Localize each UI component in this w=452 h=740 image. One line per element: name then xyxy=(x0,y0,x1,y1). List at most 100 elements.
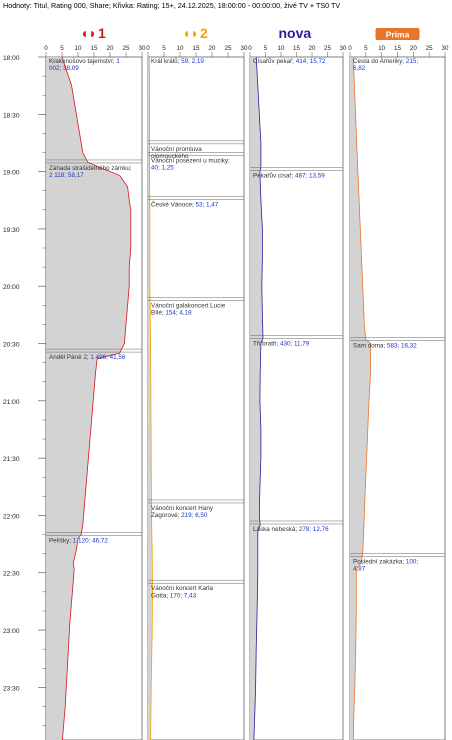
rating-area xyxy=(250,57,263,740)
program-label-line: Pekařův císař; 487; 13,59 xyxy=(253,172,325,180)
x-tick-label: 30 xyxy=(139,45,146,52)
program-values: 215; xyxy=(404,58,418,65)
program-values: 278; xyxy=(297,526,311,533)
program-values: 487; xyxy=(293,173,307,180)
program-values: 59; xyxy=(179,58,190,65)
program-title: Vánoční xyxy=(151,302,174,309)
program-label-line: 4,87 xyxy=(353,566,366,573)
x-tick-label: 5 xyxy=(364,45,368,52)
program-label: Záhada strašidelného zámku;2 118; 58,17 xyxy=(49,165,132,179)
program-label-line: Krakonošovo tajemství; 1 xyxy=(49,58,120,65)
program-title: Hany xyxy=(197,505,214,512)
program-values: 4,87 xyxy=(353,566,366,573)
program-label: Poslední zakázka; 100;4,87 xyxy=(353,558,418,572)
logo-box xyxy=(375,28,420,40)
rating-curve xyxy=(148,56,153,740)
panel-nova xyxy=(249,56,344,740)
program-label-line: Císařův pekař; 414; 15,72 xyxy=(253,57,326,65)
program-values: 1 xyxy=(89,354,95,361)
rating-curve xyxy=(352,56,371,740)
logo-number: 2 xyxy=(200,25,208,41)
program-title: Král xyxy=(151,58,162,65)
program-values: 430; xyxy=(278,341,292,348)
time-label: 20:00 xyxy=(3,284,20,291)
program-label-line: České Vánoce; 53; 1,47 xyxy=(151,199,219,208)
program-title: doma; xyxy=(366,343,386,350)
program-title: zámku; xyxy=(110,165,132,172)
program-label-line: 002; 38,09 xyxy=(49,65,79,72)
program-title: bratři; xyxy=(260,341,278,348)
chart-header: Hodnoty: Titul, Rating 000, Share; Křivk… xyxy=(3,1,340,10)
program-label-line: Zagorové; 219; 6,50 xyxy=(151,512,208,519)
x-tick-label: 20 xyxy=(410,45,417,52)
x-tick-label: 0 xyxy=(348,45,352,52)
program-title: Vánoční xyxy=(151,585,174,592)
program-values: 1 xyxy=(71,537,77,544)
x-tick-label: 5 xyxy=(264,45,268,52)
x-tick-label: 0 xyxy=(248,45,252,52)
x-tick-label: 10 xyxy=(278,45,285,52)
program-values: 2 xyxy=(49,172,53,179)
program-label-line: Vánoční koncert Hany xyxy=(151,505,214,512)
program-label-line: 40; 1,25 xyxy=(151,165,174,172)
program-title: Bílé; xyxy=(151,310,164,317)
program-values: 583; xyxy=(385,343,399,350)
logo-mark: ◖◗ xyxy=(182,25,199,41)
time-label: 19:00 xyxy=(3,170,20,177)
program-label-line: Pelíšky; 1 120; 46,72 xyxy=(49,537,108,544)
program-title: pekař; xyxy=(275,58,295,65)
label-layer: 18:00 18:30 19:00 19:30 20:00 20:30 21:00 21:30… xyxy=(3,25,449,692)
program-label: Tři bratři; 430; 11,79 xyxy=(253,341,310,348)
program-values: 120; xyxy=(76,537,90,544)
program-label-line: Vánoční koncert Karla xyxy=(151,585,213,592)
program-values: 219; xyxy=(179,512,193,519)
program-values: 12,76 xyxy=(311,526,329,533)
program-values: 414; xyxy=(294,58,308,65)
program-label-line: Láska nebeská; 278; 12,76 xyxy=(253,526,329,533)
panel-čt2 xyxy=(147,56,245,740)
prima-logo-icon: Prima xyxy=(375,28,420,40)
program-title: muziky; xyxy=(207,157,230,164)
x-tick-label: 15 xyxy=(394,45,401,52)
x-tick-label: 15 xyxy=(91,45,98,52)
program-title: posezení xyxy=(174,157,202,164)
program-values: 6,82 xyxy=(353,65,366,72)
program-label: České Vánoce; 53; 1,47 xyxy=(151,199,219,208)
program-title: u xyxy=(201,157,207,164)
x-tick-label: 20 xyxy=(209,45,216,52)
program-label-line: 2 118; 58,17 xyxy=(49,172,84,179)
program-values: 1 xyxy=(114,58,120,65)
x-tick-label: 20 xyxy=(309,45,316,52)
x-tick-label: 30 xyxy=(241,45,248,52)
program-title: České xyxy=(151,199,169,208)
program-title: Karla xyxy=(197,585,214,592)
program-title: 2; xyxy=(82,354,89,361)
logo-number: 1 xyxy=(98,25,106,41)
program-label: Pekařův císař; 487; 13,59 xyxy=(253,172,325,180)
panel-čt1 xyxy=(45,56,143,740)
program-values: 154; xyxy=(164,310,178,317)
program-title: Pelíšky; xyxy=(49,537,71,544)
program-label-line: 6,82 xyxy=(353,65,366,72)
program-values: 496; xyxy=(94,354,108,361)
program-title: králů; xyxy=(162,57,179,65)
ct2-logo-icon: ◖◗ 2 xyxy=(182,25,208,41)
rating-area xyxy=(350,57,371,740)
program-label-line: olomouckého xyxy=(151,153,189,160)
program-values: 16,32 xyxy=(399,343,417,350)
x-tick-label: 20 xyxy=(107,45,114,52)
program-title: koncert xyxy=(174,585,197,592)
program-values: 100; xyxy=(404,558,418,565)
program-label: Sam doma; 583; 16,32 xyxy=(353,343,417,350)
program-values: 46,72 xyxy=(90,537,108,544)
rating-area xyxy=(46,57,131,740)
program-values: 13,59 xyxy=(307,173,325,180)
program-values: 40; xyxy=(151,165,160,172)
time-label: 22:30 xyxy=(3,571,20,578)
program-title: Lucie xyxy=(208,302,225,309)
program-title: Krakonošovo xyxy=(49,58,86,65)
panel-prima xyxy=(349,56,446,740)
program-title: Páně xyxy=(65,354,82,361)
program-title: promluva xyxy=(174,146,202,153)
